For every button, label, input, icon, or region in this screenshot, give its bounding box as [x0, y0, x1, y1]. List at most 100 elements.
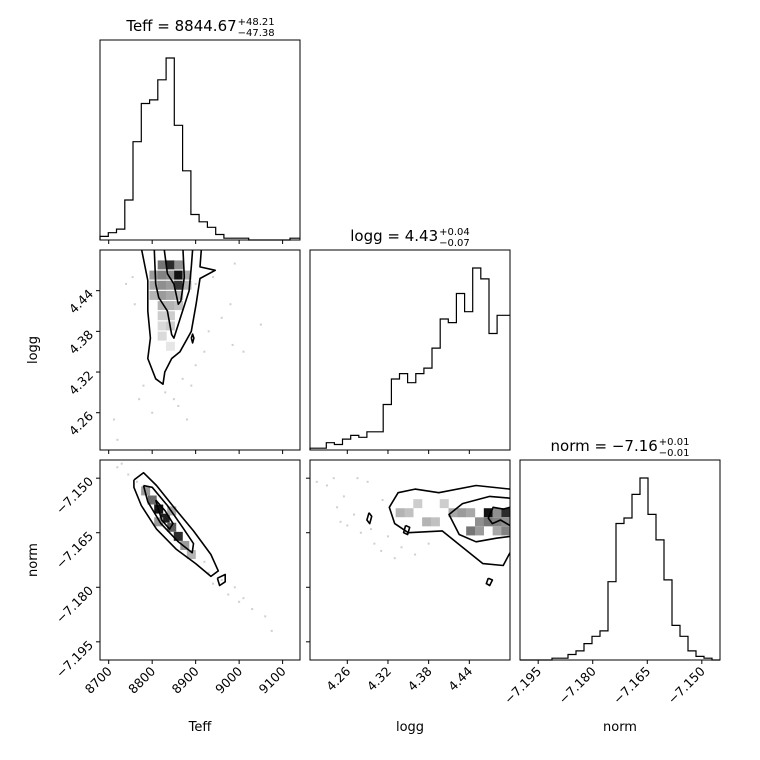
density-cell-logg-norm-3 — [474, 517, 484, 527]
density-cell-Teff-logg-7 — [182, 270, 192, 280]
contour-Teff-logg-0 — [140, 250, 216, 385]
yticklabel-norm-1: −7.180 — [53, 583, 96, 626]
xticklabel-Teff-4: 9100 — [256, 663, 289, 696]
point-Teff-logg-14 — [112, 418, 115, 421]
density-cell-Teff-logg-25 — [165, 341, 175, 351]
point-Teff-logg-9 — [229, 303, 232, 306]
point-Teff-logg-16 — [151, 411, 154, 414]
contour-Teff-norm-2 — [154, 499, 174, 530]
point-logg-norm-14 — [427, 542, 430, 545]
panel-logg-norm — [309, 459, 511, 661]
density-cell-Teff-logg-13 — [149, 290, 159, 300]
point-logg-norm-0 — [325, 484, 328, 487]
contour-Teff-logg-3 — [190, 333, 195, 344]
xticklabel-Teff-1: 8800 — [125, 663, 158, 696]
point-Teff-norm-3 — [207, 571, 210, 574]
ylabel-logg: logg — [26, 336, 41, 364]
density-cell-Teff-logg-24 — [157, 331, 167, 341]
density-cell-logg-norm-11 — [448, 508, 458, 518]
density-cell-Teff-logg-6 — [174, 270, 184, 280]
contour-Teff-logg-1 — [153, 250, 194, 339]
density-cell-Teff-logg-2 — [174, 260, 184, 270]
point-Teff-norm-12 — [238, 600, 241, 603]
point-logg-norm-13 — [332, 477, 335, 480]
density-cell-Teff-logg-11 — [174, 280, 184, 290]
contour-logg-norm-1 — [448, 495, 510, 543]
point-Teff-logg-11 — [233, 262, 236, 265]
density-cell-Teff-logg-17 — [157, 301, 167, 311]
density-cell-logg-norm-4 — [483, 517, 493, 527]
density-cell-Teff-norm-8 — [154, 517, 164, 527]
pair-Teff-norm — [116, 462, 273, 632]
histogram-norm — [520, 477, 720, 661]
density-cell-logg-norm-1 — [492, 508, 502, 518]
point-Teff-logg-7 — [203, 350, 206, 353]
point-Teff-norm-1 — [120, 462, 123, 465]
density-cell-Teff-logg-16 — [174, 290, 184, 300]
point-Teff-norm-4 — [220, 579, 223, 581]
point-Teff-norm-6 — [242, 597, 245, 600]
point-Teff-norm-13 — [135, 480, 138, 483]
point-logg-norm-10 — [366, 480, 369, 483]
point-logg-norm-1 — [336, 506, 339, 509]
density-cell-Teff-logg-20 — [157, 311, 167, 321]
xlabel-Teff: Teff — [188, 720, 213, 735]
contour-Teff-norm-3 — [216, 573, 226, 587]
point-Teff-logg-0 — [125, 282, 128, 285]
point-Teff-norm-11 — [212, 582, 215, 585]
density-cell-Teff-logg-0 — [157, 260, 167, 270]
panel-Teff-norm — [99, 459, 301, 661]
point-logg-norm-4 — [359, 531, 362, 534]
xticklabel-norm-3: −7.150 — [665, 663, 708, 706]
title-norm-minus: −0.01 — [659, 448, 690, 459]
density-cell-Teff-logg-15 — [165, 290, 175, 300]
density-cell-Teff-norm-1 — [147, 495, 157, 505]
density-cell-Teff-logg-3 — [149, 270, 159, 280]
contour-logg-norm-3 — [366, 512, 373, 525]
xticklabel-Teff-0: 8700 — [82, 663, 115, 696]
title-logg-plus: +0.04 — [439, 227, 470, 238]
density-cell-logg-norm-9 — [492, 526, 502, 536]
point-Teff-logg-15 — [116, 438, 119, 441]
xticklabel-logg-1: 4.32 — [364, 664, 394, 694]
point-logg-norm-18 — [339, 520, 342, 523]
xticklabel-logg-2: 4.38 — [404, 663, 434, 693]
point-Teff-logg-13 — [259, 323, 262, 326]
density-cell-logg-norm-13 — [466, 508, 476, 518]
point-logg-norm-8 — [315, 480, 318, 483]
density-cell-Teff-logg-18 — [165, 301, 175, 311]
point-Teff-norm-9 — [270, 629, 273, 632]
point-logg-norm-7 — [393, 557, 396, 560]
density-cell-logg-norm-8 — [474, 526, 484, 536]
point-Teff-norm-8 — [264, 615, 267, 618]
density-cell-logg-norm-10 — [501, 526, 510, 536]
yticklabel-logg-0: 4.26 — [66, 408, 96, 438]
pair-Teff-logg — [112, 250, 262, 441]
point-Teff-logg-5 — [190, 384, 193, 387]
yticklabel-norm-3: −7.150 — [53, 474, 96, 517]
contour-Teff-norm-0 — [133, 471, 220, 578]
point-Teff-logg-3 — [138, 398, 141, 401]
point-Teff-norm-5 — [233, 586, 236, 589]
panel-hist-Teff — [99, 39, 301, 241]
density-cell-Teff-logg-22 — [157, 321, 167, 331]
point-logg-norm-16 — [356, 477, 359, 480]
point-Teff-logg-17 — [172, 398, 175, 401]
density-cell-logg-norm-18 — [439, 499, 449, 509]
point-logg-norm-11 — [381, 499, 384, 501]
density-cell-logg-norm-12 — [457, 508, 467, 518]
title-norm: norm = −7.16 — [551, 437, 658, 455]
contour-logg-norm-5 — [485, 577, 494, 587]
title-Teff-minus: −47.38 — [238, 28, 275, 39]
contour-Teff-norm-1 — [142, 484, 195, 554]
contour-logg-norm-2 — [487, 506, 510, 527]
density-cell-Teff-logg-8 — [149, 280, 159, 290]
point-Teff-logg-4 — [142, 384, 145, 387]
point-logg-norm-6 — [380, 549, 383, 552]
point-Teff-logg-10 — [231, 343, 234, 346]
point-Teff-norm-14 — [203, 560, 206, 563]
density-cell-Teff-norm-4 — [167, 522, 177, 532]
title-Teff-plus: +48.21 — [238, 17, 275, 28]
point-logg-norm-2 — [342, 495, 345, 498]
